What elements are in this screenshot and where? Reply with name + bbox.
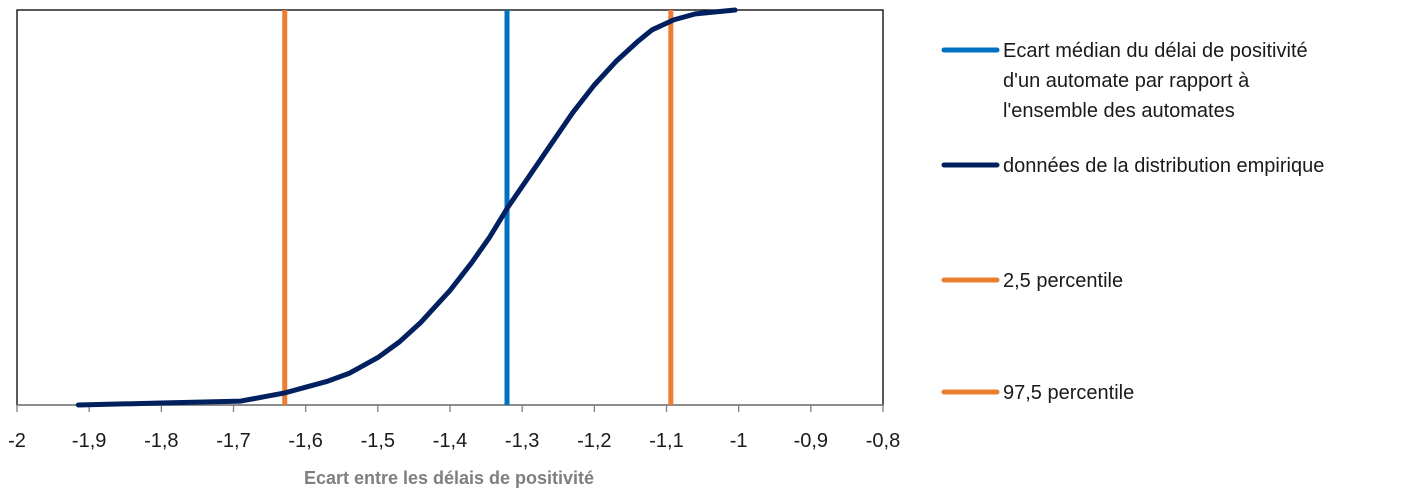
legend: Ecart médian du délai de positivité d'un… — [941, 40, 1324, 404]
legend-label-empirical: données de la distribution empirique — [1003, 155, 1324, 177]
legend-label-p2-5: 2,5 percentile — [1003, 270, 1123, 292]
legend-label-median-line-1: Ecart médian du délai de positivité — [1003, 40, 1308, 62]
legend-item-empirical: données de la distribution empirique — [941, 155, 1324, 177]
legend-label-median-line-3: l'ensemble des automates — [1003, 100, 1235, 122]
x-tick-label: -1,7 — [216, 430, 250, 452]
legend-item-p97-5: 97,5 percentile — [941, 382, 1134, 404]
x-tick-label: -1,3 — [505, 430, 539, 452]
x-axis-ticks: -2 -1,9 -1,8 -1,7 -1,6 -1,5 -1,4 -1,3 -1,2 -1,1 -1… — [8, 405, 900, 452]
x-tick-label: -1,5 — [361, 430, 395, 452]
legend-label-median: Ecart médian du délai de positivité d'un… — [1003, 40, 1313, 122]
empirical-distribution-layer — [75, 7, 738, 408]
x-tick-label: -1,2 — [577, 430, 611, 452]
legend-label-median-line-2: d'un automate par rapport à — [1003, 70, 1250, 92]
x-tick-label: -1,4 — [433, 430, 467, 452]
x-tick-label: -2 — [8, 430, 26, 452]
legend-label-p97-5: 97,5 percentile — [1003, 382, 1134, 404]
x-tick-label: -1,8 — [144, 430, 178, 452]
x-tick-label: -0,8 — [866, 430, 900, 452]
x-tick-label: -0,9 — [794, 430, 828, 452]
x-tick-label: -1 — [730, 430, 748, 452]
legend-item-median: Ecart médian du délai de positivité d'un… — [941, 40, 1313, 122]
x-axis-title: Ecart entre les délais de positivité — [304, 468, 594, 488]
plot-area-border — [16, 9, 884, 406]
empirical-distribution-curve — [75, 7, 738, 408]
x-tick-label: -1,9 — [72, 430, 106, 452]
legend-item-p2-5: 2,5 percentile — [941, 270, 1123, 292]
x-tick-label: -1,1 — [649, 430, 683, 452]
x-tick-label: -1,6 — [288, 430, 322, 452]
